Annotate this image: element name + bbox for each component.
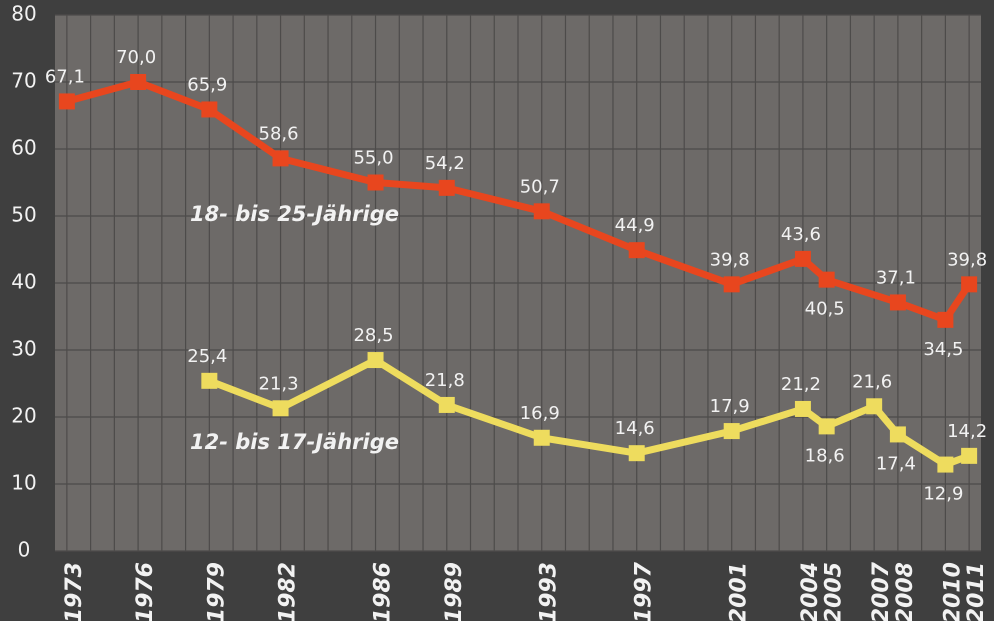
marker	[438, 179, 455, 196]
marker	[961, 276, 978, 293]
value-label: 12,9	[923, 484, 963, 505]
y-tick-label: 10	[11, 471, 36, 495]
marker	[937, 311, 954, 328]
y-tick-label: 20	[11, 404, 36, 428]
value-label: 39,8	[947, 249, 987, 270]
value-label: 17,4	[876, 453, 916, 474]
value-label: 58,6	[259, 123, 299, 144]
x-tick-label: 1976	[133, 562, 158, 621]
x-tick-label: 1993	[537, 562, 562, 621]
value-label: 25,4	[187, 346, 227, 367]
marker	[937, 456, 954, 473]
marker	[367, 174, 384, 191]
value-label: 37,1	[876, 267, 916, 288]
value-label: 44,9	[615, 215, 655, 236]
marker	[533, 203, 550, 220]
marker	[628, 242, 645, 259]
value-label: 40,5	[805, 299, 845, 320]
marker	[438, 396, 455, 413]
value-label: 67,1	[45, 66, 85, 87]
value-label: 54,2	[425, 153, 465, 174]
marker	[723, 276, 740, 293]
value-label: 34,5	[923, 339, 963, 360]
x-tick-label: 2008	[893, 562, 918, 621]
marker	[889, 426, 906, 443]
value-label: 21,3	[259, 373, 299, 394]
x-tick-label: 1989	[442, 562, 467, 621]
marker	[866, 398, 883, 415]
y-tick-label: 0	[18, 538, 31, 562]
x-tick-label: 1986	[371, 562, 396, 621]
x-tick-label: 1973	[62, 562, 87, 621]
x-tick-label: 2005	[822, 562, 847, 621]
series-annotation: 12- bis 17-Jährige	[190, 430, 399, 454]
value-label: 43,6	[781, 224, 821, 245]
series-annotation: 18- bis 25-Jährige	[190, 202, 399, 226]
marker	[58, 93, 75, 110]
marker	[533, 429, 550, 446]
value-label: 17,9	[710, 396, 750, 417]
x-tick-label: 2011	[964, 562, 989, 621]
series-line	[65, 78, 973, 324]
x-tick-label: 1979	[204, 562, 229, 621]
marker	[794, 400, 811, 417]
marker	[818, 271, 835, 288]
marker	[272, 400, 289, 417]
marker	[201, 372, 218, 389]
value-label: 14,6	[615, 418, 655, 439]
value-label: 39,8	[710, 249, 750, 270]
value-label: 55,0	[353, 148, 393, 169]
x-tick-label: 1982	[276, 562, 301, 621]
y-tick-label: 50	[11, 203, 36, 227]
marker	[818, 418, 835, 435]
value-label: 70,0	[116, 47, 156, 68]
value-label: 14,2	[947, 421, 987, 442]
marker	[201, 101, 218, 118]
marker	[130, 74, 147, 90]
marker	[794, 250, 811, 267]
value-label: 65,9	[187, 74, 227, 95]
value-label: 50,7	[520, 176, 560, 197]
y-tick-label: 40	[11, 270, 36, 294]
x-tick-label: 2010	[940, 562, 965, 621]
y-tick-label: 70	[11, 69, 36, 93]
marker	[272, 150, 289, 167]
marker	[628, 445, 645, 462]
value-label: 21,6	[852, 371, 892, 392]
marker	[889, 294, 906, 311]
marker	[723, 423, 740, 440]
value-label: 18,6	[805, 445, 845, 466]
y-tick-label: 80	[11, 2, 36, 26]
value-label: 21,2	[781, 374, 821, 395]
value-label: 21,8	[425, 370, 465, 391]
value-label: 28,5	[353, 325, 393, 346]
y-tick-label: 30	[11, 337, 36, 361]
marker	[367, 352, 384, 369]
x-tick-label: 2001	[727, 562, 752, 621]
x-tick-label: 1997	[632, 561, 657, 621]
x-tick-label: 2007	[869, 561, 894, 621]
y-tick-label: 60	[11, 136, 36, 160]
value-label: 16,9	[520, 403, 560, 424]
marker	[961, 447, 978, 464]
x-tick-label: 2004	[798, 562, 823, 621]
